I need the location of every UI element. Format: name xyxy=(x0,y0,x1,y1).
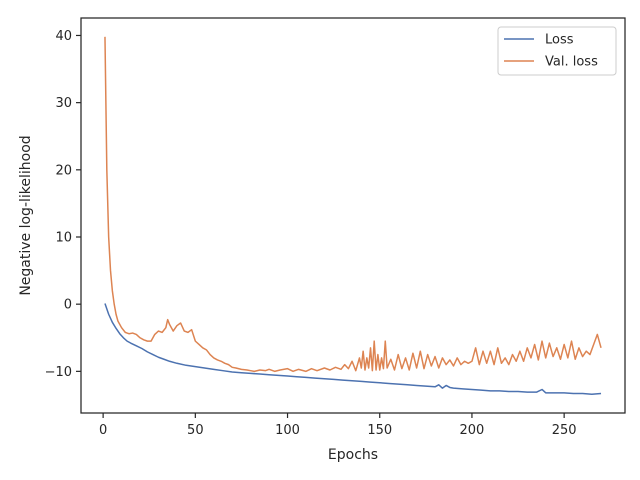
x-tick-label: 100 xyxy=(275,423,300,438)
y-axis-label: Negative log-likelihood xyxy=(18,135,34,295)
plot-frame xyxy=(80,17,626,414)
x-axis-ticks: 0 50 100 150 200 250 xyxy=(99,413,577,438)
x-tick-label: 0 xyxy=(99,423,107,438)
series-line-1 xyxy=(104,303,602,395)
y-tick-label: 40 xyxy=(55,29,72,44)
y-tick-label: 10 xyxy=(55,230,72,245)
x-tick-label: 150 xyxy=(367,423,392,438)
y-axis-ticks: 40 30 20 10 0 −10 xyxy=(45,29,81,380)
y-tick-label: 0 xyxy=(64,298,72,313)
series-layer xyxy=(104,36,602,395)
x-tick-label: 200 xyxy=(460,423,485,438)
legend-entry: Val. loss xyxy=(545,55,598,70)
y-tick-label: −10 xyxy=(45,365,72,380)
series-line-2 xyxy=(104,36,602,373)
x-tick-label: 250 xyxy=(552,423,577,438)
legend-entry: Loss xyxy=(545,33,574,48)
legend: Loss Val. loss xyxy=(497,26,617,76)
y-tick-label: 20 xyxy=(55,163,72,178)
y-tick-label: 30 xyxy=(55,96,72,111)
x-axis-label: Epochs xyxy=(328,447,378,463)
x-tick-label: 50 xyxy=(187,423,204,438)
